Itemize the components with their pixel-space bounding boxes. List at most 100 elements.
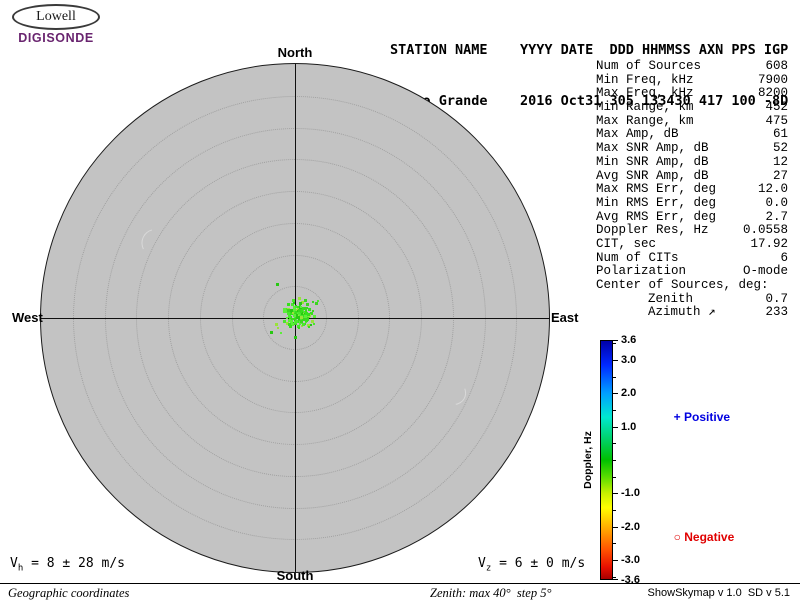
source-dot	[298, 327, 300, 329]
source-dot	[301, 325, 303, 327]
source-dot	[297, 325, 300, 328]
colorbar-tick-label: 2.0	[621, 387, 637, 400]
source-dot	[298, 309, 301, 312]
stats-value: 52	[772, 141, 788, 156]
source-dot	[308, 326, 310, 328]
source-dot	[299, 323, 301, 325]
colorbar-tick-label: 1.0	[621, 420, 637, 433]
stats-row: Avg SNR Amp, dB 27	[596, 169, 788, 184]
source-dot	[299, 302, 302, 305]
stats-value: 61	[772, 127, 788, 142]
source-dot	[307, 319, 309, 321]
doppler-colorbar: Doppler, Hz 3.6 3.0 2.0 1.0 -1.0 -2.0 -3.0 -3.6	[582, 334, 690, 586]
source-dot	[301, 313, 303, 315]
stats-value: 17.92	[750, 236, 788, 251]
compass-label-north: North	[277, 45, 313, 60]
colorbar-tick-label: 3.6	[621, 334, 637, 346]
source-dot	[286, 317, 288, 319]
source-dot	[287, 309, 290, 312]
skymap-circle	[40, 63, 550, 573]
stats-value: 6	[780, 250, 788, 265]
colorbar-tick	[613, 360, 618, 361]
source-dot	[275, 323, 278, 326]
stats-row: Avg RMS Err, deg 2.7	[596, 209, 788, 225]
source-dot	[300, 309, 303, 312]
stats-row: Center of Sources, deg:	[596, 278, 788, 293]
colorbar-tick-label: -3.0	[621, 554, 640, 566]
stats-label: Center of Sources, deg:	[596, 278, 769, 292]
stats-value: 2.7	[765, 209, 788, 224]
source-dot	[293, 311, 296, 314]
source-dot	[300, 318, 302, 320]
stats-value: 8200	[757, 86, 788, 101]
source-dot	[295, 320, 298, 323]
source-dot	[297, 313, 300, 316]
source-dot	[304, 299, 307, 302]
vh-value: = 8 ± 28 m/s	[23, 556, 125, 571]
stats-value: 452	[765, 100, 788, 115]
source-dot	[302, 316, 304, 318]
stats-label: Avg RMS Err, deg	[596, 209, 717, 224]
stats-value: 0.0558	[742, 223, 788, 238]
source-dot	[292, 299, 295, 302]
source-dot	[295, 306, 297, 308]
footer-divider	[0, 583, 800, 584]
source-dot	[305, 319, 308, 322]
stats-row: Min Range, km 452	[596, 100, 788, 115]
stats-value: 12	[772, 154, 788, 169]
negative-label: Negative	[680, 530, 735, 544]
source-dot	[296, 316, 299, 319]
source-dot	[308, 308, 311, 311]
stats-row: Max Amp, dB 61	[596, 128, 788, 142]
source-dot	[310, 312, 313, 315]
vertical-velocity-readout: Vz = 6 ± 0 m/s	[478, 556, 585, 574]
source-dot	[291, 313, 293, 315]
source-dot	[293, 306, 296, 309]
source-dot	[297, 306, 299, 308]
source-dot	[288, 323, 291, 326]
source-dot	[292, 309, 295, 312]
source-dot	[291, 323, 294, 326]
stats-value: 0.0	[765, 195, 788, 210]
stats-row: Polarization O-mode	[596, 265, 788, 279]
stats-label: Zenith	[648, 291, 694, 306]
vh-subscript: h	[17, 563, 24, 574]
source-dot	[290, 309, 293, 312]
colorbar-minor-tick	[613, 543, 616, 545]
source-dot	[277, 327, 279, 329]
colorbar-tick-label: -3.6	[621, 574, 640, 586]
source-dot	[270, 331, 273, 334]
colorbar-minor-tick	[613, 460, 616, 461]
horizontal-velocity-readout: Vh = 8 ± 28 m/s	[10, 556, 125, 574]
source-dot	[288, 319, 291, 322]
colorbar-tick	[613, 579, 618, 580]
source-dot	[298, 312, 300, 314]
source-dot	[315, 302, 318, 305]
negative-doppler-legend: ○ Negative	[667, 516, 735, 544]
compass-label-south: South	[276, 568, 314, 583]
compass-label-east: East	[551, 310, 579, 325]
colorbar-tick-label: 3.0	[621, 354, 637, 366]
app-version-label: ShowSkymap v 1.0 SD v 5.1	[647, 587, 790, 599]
stats-label: Max Freq, kHz	[596, 86, 694, 101]
header-columns-line: STATION NAME YYYY DATE DDD HHMMSS AXN PP…	[390, 42, 789, 58]
source-dot	[289, 325, 292, 328]
colorbar-minor-tick	[613, 443, 616, 445]
source-dot	[302, 318, 305, 321]
stats-value: O-mode	[742, 264, 788, 279]
source-dot	[287, 303, 290, 306]
colorbar-minor-tick	[613, 343, 616, 345]
source-dot	[301, 301, 304, 304]
source-dot	[293, 302, 295, 304]
source-dot	[298, 318, 300, 320]
colorbar-tick	[613, 393, 618, 395]
source-dot	[292, 318, 294, 320]
source-dot	[297, 307, 299, 309]
source-dot	[300, 316, 303, 319]
stats-label: Doppler Res, Hz	[596, 223, 709, 238]
source-dot	[302, 307, 304, 309]
source-dot	[302, 323, 305, 326]
source-dot	[306, 303, 309, 306]
source-dot	[306, 313, 309, 316]
colorbar-minor-tick	[613, 476, 616, 478]
